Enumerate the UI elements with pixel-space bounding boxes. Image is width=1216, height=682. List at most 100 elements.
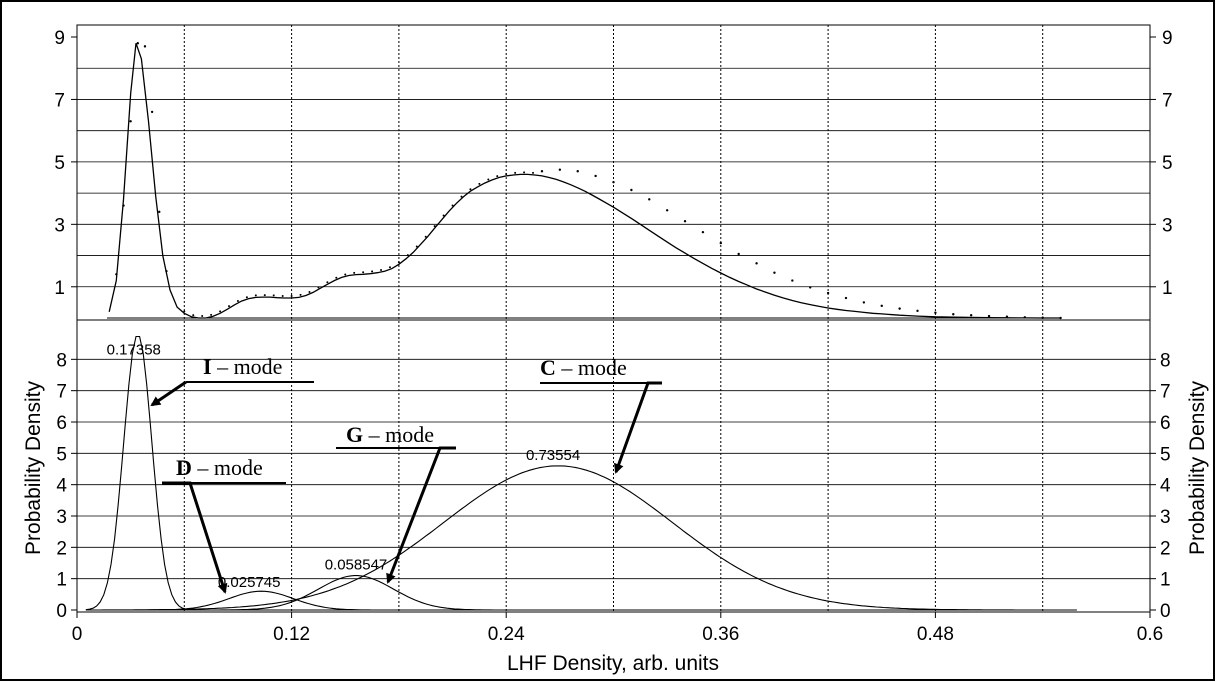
top-dotted-point <box>308 290 311 293</box>
mode-curve-C <box>85 465 1077 611</box>
y-tick-label-right-bottom: 8 <box>1160 350 1171 371</box>
x-tick-label: 0.36 <box>702 624 739 645</box>
top-dotted-point <box>844 296 848 300</box>
top-dotted-point <box>335 276 338 279</box>
y-tick-label-right-bottom: 7 <box>1160 382 1171 403</box>
y-tick-label-right-top: 1 <box>1162 278 1173 299</box>
top-dotted-point <box>791 279 794 282</box>
top-dotted-point <box>424 235 427 238</box>
top-dotted-point <box>826 291 830 295</box>
mode-arrow <box>162 481 228 594</box>
mode-suffix: – mode <box>556 355 627 380</box>
y-tick-label-right-bottom: 3 <box>1160 507 1171 528</box>
mode-label-I: I – mode <box>203 354 282 379</box>
top-dotted-point <box>143 45 147 48</box>
y-tick-label-left-bottom: 6 <box>56 413 67 434</box>
ticks-layer: 1 3 5 7 9 1 3 5 7 9 0 1 2 3 4 5 6 7 8 0 1 2 3 4 5 6 7 8 0 0.12 0.24 0.3… <box>54 28 1172 645</box>
top-dotted-point <box>210 313 213 316</box>
top-dotted-point <box>487 178 490 181</box>
top-dotted-point <box>415 245 418 248</box>
peak-label: 0.058547 <box>325 557 388 574</box>
mode-letter: I <box>203 354 212 379</box>
peak-label: 0.73554 <box>526 447 580 464</box>
top-dotted-point <box>263 294 266 297</box>
mode-arrow <box>150 380 187 407</box>
top-dotted-point <box>987 314 991 318</box>
top-dotted-point <box>880 304 883 308</box>
y-axis-title-right: Probability Density <box>1186 381 1209 555</box>
top-dotted-point <box>326 281 329 284</box>
top-dotted-point <box>442 214 445 217</box>
top-dotted-point <box>648 198 651 201</box>
top-dotted-point <box>755 262 758 265</box>
top-dotted-point <box>158 210 161 214</box>
top-dotted-point <box>630 188 633 192</box>
top-dotted-point <box>451 204 454 207</box>
y-tick-label-right-top: 9 <box>1162 28 1173 49</box>
top-dotted-point <box>165 269 168 273</box>
top-dotted-point <box>433 225 436 228</box>
top-dotted-point <box>683 220 687 223</box>
mode-arrow <box>386 446 456 584</box>
mode-suffix: – mode <box>192 455 263 480</box>
y-axis-title-left: Probability Density <box>22 381 45 555</box>
top-dotted-point <box>362 271 365 274</box>
y-tick-label-left-top: 1 <box>54 278 65 299</box>
series-layer <box>85 42 1077 611</box>
top-dotted-point <box>192 314 195 317</box>
top-dotted-point <box>532 171 535 174</box>
y-tick-label-right-top: 3 <box>1162 215 1173 236</box>
top-dotted-point <box>1005 315 1009 318</box>
x-tick-label: 0.12 <box>273 624 310 645</box>
mode-curve-G <box>85 575 1077 611</box>
mode-letter: C <box>540 355 556 380</box>
top-dotted-point <box>496 175 499 178</box>
top-dotted-point <box>478 182 481 185</box>
top-dotted-point <box>353 271 356 274</box>
top-dotted-point <box>371 270 374 273</box>
top-dotted-point <box>380 268 383 271</box>
top-dotted-point <box>236 300 239 303</box>
top-dotted-point <box>719 241 722 245</box>
top-dotted-point <box>665 209 669 212</box>
top-dotted-point <box>576 170 579 173</box>
top-dotted-point <box>969 313 973 317</box>
y-tick-label-left-bottom: 2 <box>56 538 67 559</box>
top-dotted-point <box>397 261 400 264</box>
top-dotted-point <box>228 305 231 308</box>
top-dotted-point <box>862 301 866 304</box>
y-tick-label-left-top: 9 <box>54 28 65 49</box>
x-tick-label: 0.6 <box>1137 624 1163 645</box>
top-dotted-point <box>290 295 293 298</box>
x-tick-label: 0.48 <box>917 624 954 645</box>
mode-label-G: G – mode <box>346 422 434 447</box>
top-dotted-point <box>245 296 248 299</box>
mode-suffix: – mode <box>212 354 283 379</box>
top-dotted-point <box>514 171 517 174</box>
peak-label: 0.17358 <box>107 341 161 358</box>
y-tick-label-left-top: 7 <box>54 90 65 111</box>
top-dotted-point <box>469 188 472 191</box>
x-axis-title: LHF Density, arb. units <box>507 652 719 675</box>
top-dotted-point <box>281 294 284 297</box>
mode-label-D: D – mode <box>176 455 263 480</box>
y-tick-label-right-top: 7 <box>1162 90 1173 111</box>
top-dotted-point <box>406 254 409 257</box>
y-tick-label-right-bottom: 5 <box>1160 444 1171 465</box>
top-dotted-point <box>272 294 275 297</box>
mode-label-C: C – mode <box>540 355 627 380</box>
y-tick-label-right-bottom: 2 <box>1160 538 1171 559</box>
top-dotted-point <box>122 204 125 207</box>
top-dotted-point <box>773 271 776 274</box>
y-tick-label-right-bottom: 4 <box>1160 476 1171 497</box>
top-dotted-point <box>150 110 154 114</box>
y-tick-label-left-bottom: 3 <box>56 507 67 528</box>
top-dotted-point <box>183 310 186 313</box>
top-dotted-point <box>460 195 463 198</box>
mode-arrow <box>614 381 662 474</box>
top-dotted-point <box>934 311 937 314</box>
top-dotted-point <box>523 171 526 174</box>
y-tick-label-left-bottom: 8 <box>56 350 67 371</box>
